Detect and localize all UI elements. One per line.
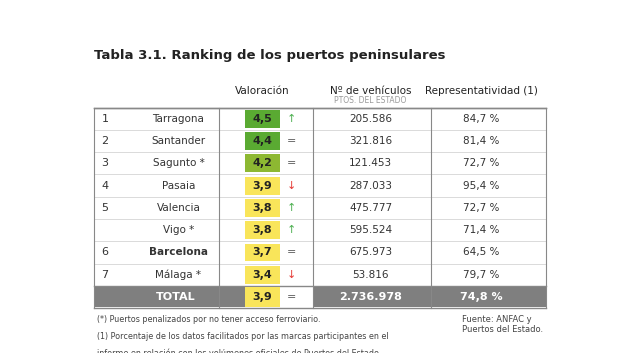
Text: 95,4 %: 95,4 % [463, 181, 499, 191]
Text: Fuente: ANFAC y
Puertos del Estado.: Fuente: ANFAC y Puertos del Estado. [462, 315, 543, 334]
Text: =: = [286, 292, 296, 302]
Text: Tarragona: Tarragona [153, 114, 205, 124]
Text: 5: 5 [102, 203, 108, 213]
Text: 64,5 %: 64,5 % [463, 247, 499, 257]
Text: ↓: ↓ [286, 270, 296, 280]
FancyBboxPatch shape [245, 110, 280, 128]
Text: 287.033: 287.033 [349, 181, 392, 191]
Text: 2.736.978: 2.736.978 [339, 292, 402, 302]
FancyBboxPatch shape [245, 244, 280, 261]
Text: 84,7 %: 84,7 % [463, 114, 499, 124]
Text: (*) Puertos penalizados por no tener acceso ferroviario.: (*) Puertos penalizados por no tener acc… [97, 315, 320, 324]
Text: 4,5: 4,5 [252, 114, 272, 124]
Text: Representatividad (1): Representatividad (1) [425, 86, 538, 96]
Text: (1) Porcentaje de los datos facilitados por las marcas participantes en el: (1) Porcentaje de los datos facilitados … [97, 332, 388, 341]
Text: 4,2: 4,2 [252, 158, 272, 168]
FancyBboxPatch shape [94, 287, 258, 307]
Text: ↓: ↓ [286, 181, 296, 191]
Text: TOTAL: TOTAL [156, 292, 196, 302]
Text: 3: 3 [102, 158, 108, 168]
Text: 121.453: 121.453 [349, 158, 392, 168]
Text: 3,7: 3,7 [253, 247, 272, 257]
Text: =: = [286, 158, 296, 168]
Text: 475.777: 475.777 [349, 203, 392, 213]
Text: 71,4 %: 71,4 % [463, 225, 499, 235]
Text: Santander: Santander [151, 136, 205, 146]
Text: 595.524: 595.524 [349, 225, 392, 235]
Text: =: = [286, 247, 296, 257]
Text: ↑: ↑ [286, 203, 296, 213]
FancyBboxPatch shape [245, 221, 280, 239]
Text: 4,4: 4,4 [252, 136, 273, 146]
Text: Valencia: Valencia [156, 203, 200, 213]
FancyBboxPatch shape [313, 287, 431, 307]
Text: 7: 7 [101, 270, 108, 280]
Text: 53.816: 53.816 [352, 270, 389, 280]
Text: ↑: ↑ [286, 114, 296, 124]
Text: 79,7 %: 79,7 % [463, 270, 499, 280]
Text: 81,4 %: 81,4 % [463, 136, 499, 146]
FancyBboxPatch shape [431, 287, 546, 307]
Text: 3,9: 3,9 [252, 181, 272, 191]
Text: Barcelona: Barcelona [149, 247, 208, 257]
Text: 3,9: 3,9 [252, 292, 272, 302]
Text: 675.973: 675.973 [349, 247, 392, 257]
Text: 321.816: 321.816 [349, 136, 392, 146]
Text: 6: 6 [102, 247, 108, 257]
Text: ↑: ↑ [286, 225, 296, 235]
Text: 72,7 %: 72,7 % [463, 158, 499, 168]
FancyBboxPatch shape [245, 177, 280, 195]
Text: 1: 1 [102, 114, 108, 124]
Text: 74,8 %: 74,8 % [460, 292, 502, 302]
Text: 2: 2 [101, 136, 108, 146]
Text: 205.586: 205.586 [349, 114, 392, 124]
Text: PTOS. DEL ESTADO: PTOS. DEL ESTADO [334, 96, 407, 105]
FancyBboxPatch shape [245, 154, 280, 172]
Text: 4: 4 [101, 181, 108, 191]
FancyBboxPatch shape [245, 287, 280, 307]
Text: 3,8: 3,8 [253, 225, 272, 235]
Text: Tabla 3.1. Ranking de los puertos peninsulares: Tabla 3.1. Ranking de los puertos penins… [94, 49, 446, 62]
Text: 72,7 %: 72,7 % [463, 203, 499, 213]
Text: 3,8: 3,8 [253, 203, 272, 213]
Text: Málaga *: Málaga * [156, 269, 202, 280]
Text: Sagunto *: Sagunto * [153, 158, 204, 168]
Text: Valoración: Valoración [235, 86, 290, 96]
FancyBboxPatch shape [245, 132, 280, 150]
FancyBboxPatch shape [245, 199, 280, 217]
Text: 3,4: 3,4 [252, 270, 272, 280]
Text: Vigo *: Vigo * [163, 225, 194, 235]
Text: Pasaia: Pasaia [162, 181, 195, 191]
Text: informe en relación con los volúmenes oficiales de Puertos del Estado.: informe en relación con los volúmenes of… [97, 349, 381, 353]
Text: Nº de vehículos: Nº de vehículos [330, 86, 411, 96]
FancyBboxPatch shape [245, 266, 280, 284]
Text: =: = [286, 136, 296, 146]
